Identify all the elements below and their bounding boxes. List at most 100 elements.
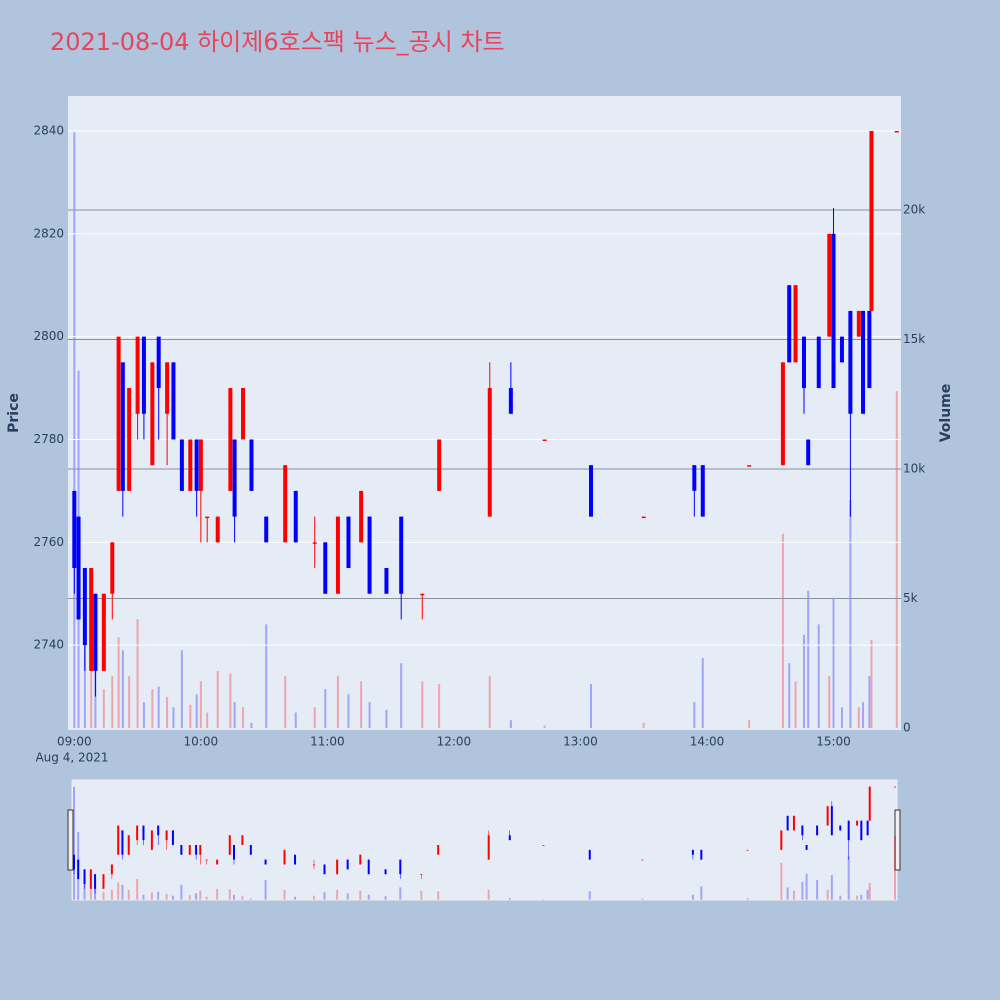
volume-bar [165,893,168,900]
candle-body [228,388,233,491]
candle-body [82,568,87,646]
candle-body [861,310,866,414]
candle-body [691,849,694,855]
volume-bar [693,702,696,729]
candle-body [437,845,440,855]
candle-body [787,285,792,363]
candle-body [141,336,146,414]
volume-bar [857,707,860,729]
candle-body [120,362,125,491]
candle-body [241,835,244,846]
volume-bar [228,889,231,900]
candle-body [868,786,871,821]
candle-body [827,233,832,337]
candle-body [700,849,703,860]
candle-body [171,830,174,846]
y-tick-label: 2800 [33,329,64,343]
candle-body [205,859,208,861]
volume-bar [801,881,804,900]
candle-body [293,490,298,543]
candle-body [700,465,705,517]
candle-body [216,859,219,865]
volume-bar [589,683,592,729]
volume-bar [336,889,339,900]
volume-bar [264,880,267,900]
volume-bar [862,702,865,729]
volume-bar [400,663,403,729]
range-slider[interactable] [71,779,898,901]
candle-body [826,806,829,826]
plot-area [68,96,901,730]
volume-bar [216,671,219,729]
candle-body [83,869,86,884]
volume-bar [792,890,795,900]
candle-body [121,830,124,855]
candle-body [136,825,139,841]
candle-body [805,845,808,850]
candle-body [94,874,97,889]
chart-title: 2021-08-04 하이제6호스팩 뉴스_공시 차트 [50,28,505,56]
volume-bar [250,722,253,729]
volume-bar [828,676,831,729]
volume-bar [241,895,244,900]
volume-bar [700,886,703,900]
volume-bar [166,696,169,729]
candle-body [359,490,364,543]
candle-body [171,362,176,440]
y-axis-title: Price [6,393,22,433]
candle-body [312,542,317,544]
candle-body [641,516,646,519]
volume-bar [367,894,370,900]
candle-body [847,820,850,841]
volume-bar [232,894,235,900]
candle-body [420,593,425,596]
candle-body [89,869,92,889]
slider-handle[interactable] [894,809,901,871]
volume-bar [868,882,871,900]
y-tick-label: 2820 [33,226,64,240]
volume-bar [368,702,371,729]
candle-body [542,845,545,846]
volume-bar [786,887,789,900]
candle-body [294,854,297,865]
volume-bar [421,681,424,729]
candle-body [588,849,591,860]
volume-bar [189,704,192,729]
volume-bar [360,681,363,729]
volume-bar [895,391,898,729]
volume-bar [157,891,160,900]
candle-body [135,336,140,414]
volume-bar [284,676,287,729]
candle-body [150,362,155,466]
candle-body [102,874,105,889]
volume-bar [90,663,93,729]
candle-body [195,845,198,855]
candle-body [780,830,783,850]
volume-bar [794,681,797,729]
volume-bar [701,658,704,729]
x-tick-label: 15:00 [816,735,851,749]
candle-body [157,825,160,836]
x-tick-label: 12:00 [437,735,472,749]
y2-axis-title: Volume [938,384,954,443]
candle-body [780,362,785,466]
candle-body [110,864,113,875]
candle-body [215,516,220,543]
volume-bar [816,880,819,900]
candle-body [806,439,811,466]
volume-bar [117,882,120,900]
volume-bar [509,720,512,729]
volume-bar [216,888,219,900]
candle-body [194,439,199,491]
volume-bar [746,898,749,900]
candle-body [399,859,402,875]
candle-body [165,362,170,414]
candle-body [508,388,513,414]
volume-bar [830,875,833,900]
candle-body [542,439,547,441]
candle-body [77,859,80,880]
volume-bar [199,890,202,900]
volume-bar [336,676,339,729]
volume-bar [195,694,198,729]
slider-handle[interactable] [67,809,74,871]
